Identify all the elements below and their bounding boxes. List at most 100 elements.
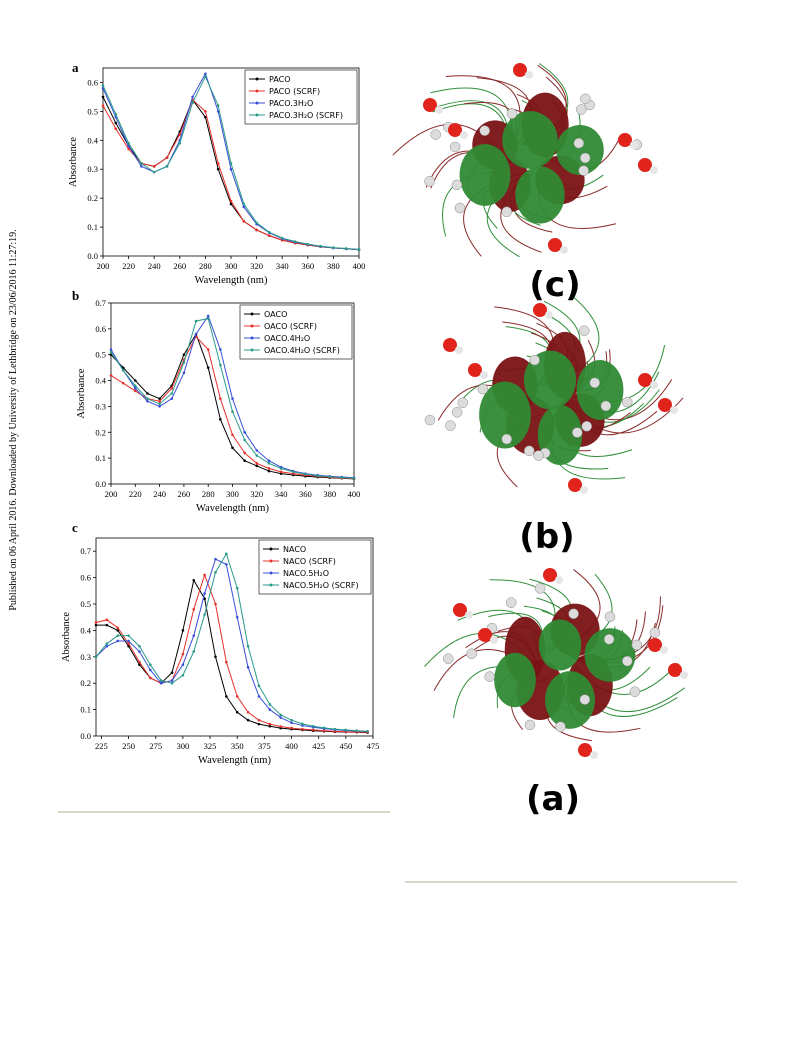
data-point (267, 469, 271, 473)
data-point (192, 607, 196, 611)
x-tick-label: 450 (339, 741, 352, 751)
data-point (116, 629, 120, 632)
data-point (216, 104, 220, 107)
oxygen-atom (543, 568, 557, 582)
data-point (109, 350, 113, 354)
atom (480, 371, 488, 379)
data-point (311, 724, 315, 728)
oxygen-atom (453, 603, 467, 617)
data-point (114, 121, 118, 125)
atom (442, 653, 454, 664)
data-point (204, 110, 207, 113)
data-point (134, 379, 137, 382)
x-tick-label: 320 (250, 261, 263, 271)
data-point (138, 650, 141, 653)
y-tick-label: 0.6 (80, 573, 91, 583)
legend-marker (250, 348, 254, 352)
data-point (255, 221, 258, 225)
atom (670, 406, 678, 414)
data-point (203, 613, 206, 616)
x-tick-label: 340 (276, 261, 289, 271)
atom (525, 71, 533, 79)
data-point (127, 639, 130, 643)
data-point (268, 724, 272, 728)
oxygen-atom (638, 373, 652, 387)
data-point (146, 392, 149, 395)
atom (545, 311, 553, 319)
data-point (357, 248, 361, 251)
x-tick-label: 300 (177, 741, 190, 751)
atom (604, 611, 616, 622)
data-point (206, 348, 210, 351)
oxygen-atom (618, 133, 632, 147)
atom (529, 354, 540, 366)
series-line (95, 558, 368, 733)
data-point (170, 679, 174, 682)
y-tick-label: 0.4 (80, 625, 91, 635)
legend-label: PACO (269, 75, 291, 84)
data-point (255, 454, 259, 457)
data-point (242, 205, 246, 209)
data-point (328, 475, 332, 479)
legend-marker (255, 77, 259, 81)
legend-marker (269, 571, 273, 575)
atom (630, 141, 638, 149)
atom (460, 131, 468, 139)
atom (457, 397, 469, 408)
data-point (203, 597, 206, 601)
orbital-lobe (515, 166, 565, 224)
atom (465, 611, 473, 619)
data-point (229, 162, 233, 165)
data-point (181, 652, 185, 656)
data-point (255, 462, 259, 465)
data-point (257, 722, 261, 726)
x-tick-label: 300 (225, 261, 238, 271)
data-point (301, 727, 304, 731)
data-point (216, 162, 220, 165)
atom (501, 433, 512, 445)
data-point (255, 228, 258, 232)
atom (622, 655, 633, 667)
atom (477, 383, 489, 395)
legend-label: PACO.3H₂O (SCRF) (269, 111, 343, 120)
data-point (105, 642, 109, 645)
atom (589, 377, 600, 389)
oxygen-atom (443, 338, 457, 352)
data-point (246, 710, 250, 714)
data-point (246, 718, 250, 722)
data-point (235, 695, 239, 698)
data-point (165, 156, 169, 159)
data-point (181, 673, 185, 677)
y-tick-label: 0.7 (80, 546, 91, 556)
atom (501, 206, 512, 218)
data-point (178, 133, 182, 136)
data-point (165, 165, 169, 168)
data-point (214, 557, 217, 561)
x-tick-label: 240 (148, 261, 161, 271)
data-point (340, 476, 344, 479)
panel-letter: c (72, 520, 78, 535)
y-tick-label: 0.7 (95, 298, 106, 308)
atom (454, 202, 466, 214)
atom (555, 721, 566, 732)
data-point (268, 708, 272, 711)
data-point (158, 399, 161, 403)
data-point (267, 467, 271, 470)
data-point (127, 144, 130, 148)
atom (590, 751, 598, 759)
y-tick-label: 0.1 (80, 705, 91, 715)
orbital-lobe (494, 652, 536, 708)
data-point (219, 397, 222, 400)
data-point (332, 246, 335, 249)
data-point (243, 451, 246, 455)
y-tick-label: 0.0 (95, 479, 106, 489)
atom (680, 671, 688, 679)
y-tick-label: 0.2 (95, 427, 106, 437)
data-point (192, 578, 196, 582)
atom (424, 176, 435, 187)
orbital-image (424, 568, 688, 759)
x-tick-label: 200 (105, 489, 118, 499)
data-point (194, 332, 198, 336)
y-tick-label: 0.0 (87, 251, 98, 261)
figure-label: (a) (526, 779, 580, 819)
